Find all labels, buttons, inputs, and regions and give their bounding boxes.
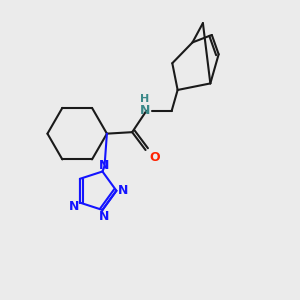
Text: H: H [140, 94, 150, 104]
Text: N: N [99, 159, 110, 172]
Text: N: N [140, 104, 150, 117]
Text: N: N [118, 184, 128, 197]
Text: N: N [99, 210, 110, 223]
Text: N: N [69, 200, 80, 213]
Text: O: O [149, 152, 160, 164]
